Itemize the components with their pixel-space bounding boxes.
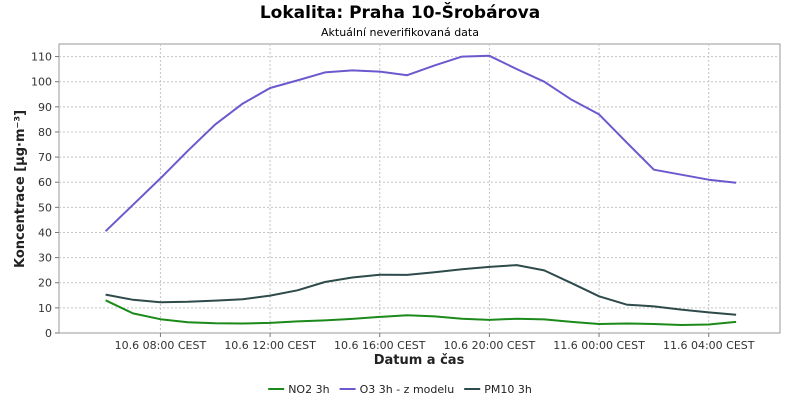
chart-subtitle: Aktuální neverifikovaná data [321,26,479,39]
y-tick-label: 70 [38,151,52,164]
plot-area [58,43,781,334]
x-tick-label: 11.6 04:00 CEST [663,339,755,352]
chart-title: Lokalita: Praha 10-Šrobárova [260,1,540,23]
y-tick-label: 20 [38,277,52,290]
gridlines [59,44,780,333]
x-tick-label: 11.6 00:00 CEST [553,339,645,352]
legend-items: NO2 3h O3 3h - z modelu PM10 3h [268,383,532,396]
series-line [104,54,737,232]
legend-label: O3 3h - z modelu [360,383,455,396]
y-tick-label: 10 [38,302,52,315]
y-axis-ticks: 0 10 20 30 40 50 60 70 80 90 100 110 [31,51,59,340]
y-tick-label: 50 [38,201,52,214]
legend-label: PM10 3h [484,383,532,396]
legend: NO2 3h O3 3h - z modelu PM10 3h [268,383,532,396]
y-tick-label: 0 [45,327,52,340]
x-axis-label: Datum a čas [374,353,465,368]
x-axis-ticks: 10.6 08:00 CEST 10.6 12:00 CEST 10.6 16:00… [115,333,755,352]
x-tick-label: 10.6 20:00 CEST [444,339,536,352]
y-tick-label: 100 [31,76,52,89]
legend-label: NO2 3h [288,383,329,396]
y-tick-label: 90 [38,101,52,114]
y-tick-label: 40 [38,226,52,239]
legend-item: O3 3h - z modelu [339,383,455,396]
series-lines [104,54,737,326]
y-tick-label: 30 [38,252,52,265]
series-line [105,264,737,316]
x-tick-label: 10.6 12:00 CEST [224,339,316,352]
y-axis-label: Koncentrace [µg·m⁻³] [13,110,28,268]
y-tick-label: 110 [31,51,52,64]
legend-item: NO2 3h [268,383,330,396]
legend-item: PM10 3h [464,383,532,396]
y-tick-label: 80 [38,126,52,139]
x-tick-label: 10.6 16:00 CEST [334,339,426,352]
x-tick-label: 10.6 08:00 CEST [115,339,207,352]
series-line [105,299,737,326]
y-tick-label: 60 [38,176,52,189]
